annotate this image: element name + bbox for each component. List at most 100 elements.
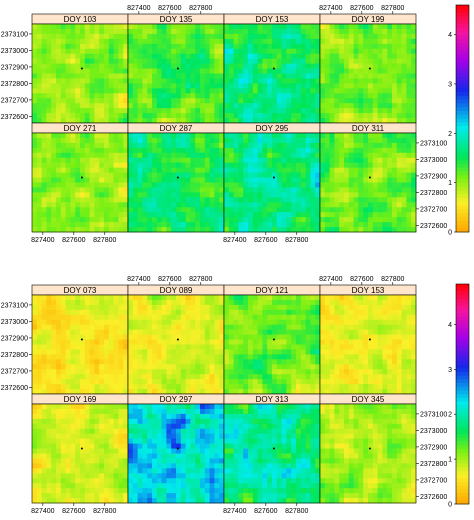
raster-cell [300,48,306,55]
raster-cell [286,369,292,375]
raster-cell [396,227,402,233]
raster-cell [200,329,206,335]
raster-cell [89,197,95,203]
raster-cell [51,359,57,365]
raster-cell [185,118,191,124]
raster-cell [387,389,393,395]
raster-cell [132,162,138,169]
raster-cell [372,334,378,340]
raster-cell [36,314,42,321]
raster-cell [180,227,186,233]
raster-cell [305,359,311,365]
raster-cell [204,43,210,50]
raster-cell [252,24,258,30]
raster-cell [65,349,71,355]
raster-cell [118,162,124,169]
raster-cell [324,227,330,233]
raster-cell [305,43,311,50]
raster-cell [310,118,316,124]
raster-cell [291,83,297,89]
raster-cell [185,83,191,89]
raster-cell [363,58,369,64]
colorbar-step [456,228,469,233]
raster-cell [358,177,364,183]
raster-cell [368,28,374,35]
raster-cell [147,324,153,331]
raster-cell [190,147,196,154]
raster-cell [315,43,321,50]
raster-cell [32,359,38,365]
raster-cell [200,349,206,355]
raster-cell [238,68,244,74]
raster-cell [377,83,383,89]
raster-cell [272,187,278,193]
raster-cell [406,103,412,109]
raster-cell [156,63,162,69]
raster-cell [204,309,210,316]
raster-cell [363,304,369,311]
raster-cell [171,384,177,390]
raster-cell [243,187,249,193]
raster-cell [137,319,143,326]
raster-cell [108,374,114,380]
raster-cell [392,147,398,154]
raster-cell [257,58,263,64]
raster-cell [161,359,167,365]
raster-cell [243,334,249,340]
raster-cell [152,113,158,119]
raster-cell [344,324,350,331]
raster-cell [108,187,114,193]
raster-cell [32,217,38,223]
raster-cell [46,118,52,124]
raster-cell [190,222,196,228]
raster-cell [281,177,287,183]
raster-cell [180,48,186,55]
raster-cell [286,28,292,35]
raster-cell [372,137,378,144]
raster-cell [401,24,407,30]
raster-cell [142,222,148,228]
raster-cell [41,33,47,40]
raster-cell [353,309,359,316]
raster-cell [228,172,234,178]
raster-cell [185,314,191,321]
raster-cell [32,78,38,84]
raster-cell [185,24,191,30]
raster-cell [32,28,38,35]
x-tick-label: 827800 [189,5,212,12]
raster-cell [70,354,76,360]
raster-cell [382,157,388,164]
raster-cell [190,364,196,370]
raster-cell [36,24,42,30]
raster-cell [185,324,191,331]
raster-cell [75,354,81,360]
raster-cell [118,364,124,370]
raster-cell [152,374,158,380]
raster-cell [128,152,134,159]
raster-cell [387,103,393,109]
raster-cell [209,207,215,213]
raster-cell [310,24,316,30]
raster-cell [108,379,114,385]
raster-cell [248,38,254,45]
raster-cell [248,172,254,178]
raster-cell [281,227,287,233]
raster-cell [339,133,345,139]
raster-cell [291,38,297,45]
raster-cell [339,88,345,94]
raster-cell [305,108,311,114]
raster-cell [99,344,105,350]
raster-cell [329,43,335,50]
raster-cell [305,389,311,395]
raster-cell [315,137,321,144]
raster-cell [60,295,66,301]
raster-cell [276,137,282,144]
raster-cell [46,309,52,316]
raster-cell [219,133,225,139]
raster-cell [276,192,282,198]
raster-cell [99,48,105,55]
raster-cell [224,364,230,370]
raster-cell [113,207,119,213]
raster-cell [209,295,215,301]
raster-cell [363,384,369,390]
